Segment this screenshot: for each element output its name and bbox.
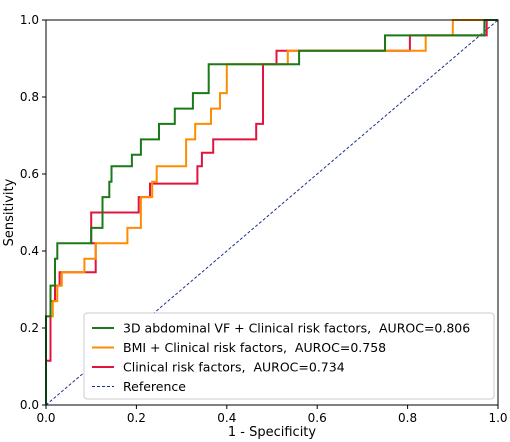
legend-label-0: 3D abdominal VF + Clinical risk factors,… (123, 321, 470, 336)
x-tick-label: 0.4 (217, 411, 236, 425)
legend-label-3: Reference (123, 379, 186, 394)
series-layer (45, 19, 499, 406)
y-tick-label: 1.0 (20, 13, 39, 27)
series-line-3 (45, 19, 499, 406)
x-tick-label: 1.0 (488, 411, 507, 425)
y-tick-label: 0.6 (20, 167, 39, 181)
legend-box (83, 312, 495, 400)
y-tick-label: 0.4 (20, 244, 39, 258)
x-tick-label: 0.6 (308, 411, 327, 425)
x-tick-label: 0.8 (398, 411, 417, 425)
series-line-0 (45, 19, 498, 405)
legend-label-2: Clinical risk factors, AUROC=0.734 (123, 360, 345, 375)
y-axis-title: Sensitivity (2, 178, 17, 246)
y-tick-label: 0.2 (20, 321, 39, 335)
y-tick-label: 0.0 (20, 398, 39, 412)
axes: 0.0 0.2 0.4 0.6 0.8 1.0 0.0 0.2 0.4 0.6 0.8 1.0 (20, 13, 508, 425)
x-tick-label: 0.0 (36, 411, 55, 425)
x-axis-title: 1 - Specificity (228, 425, 317, 440)
legend: 3D abdominal VF + Clinical risk factors,… (83, 312, 495, 400)
legend-label-1: BMI + Clinical risk factors, AUROC=0.758 (123, 340, 386, 355)
y-tick-label: 0.8 (20, 90, 39, 104)
plot-frame (45, 19, 499, 406)
x-tick-label: 0.2 (127, 411, 146, 425)
